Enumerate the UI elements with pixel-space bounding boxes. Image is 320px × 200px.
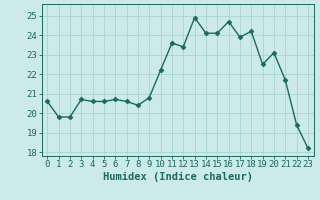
X-axis label: Humidex (Indice chaleur): Humidex (Indice chaleur): [103, 172, 252, 182]
